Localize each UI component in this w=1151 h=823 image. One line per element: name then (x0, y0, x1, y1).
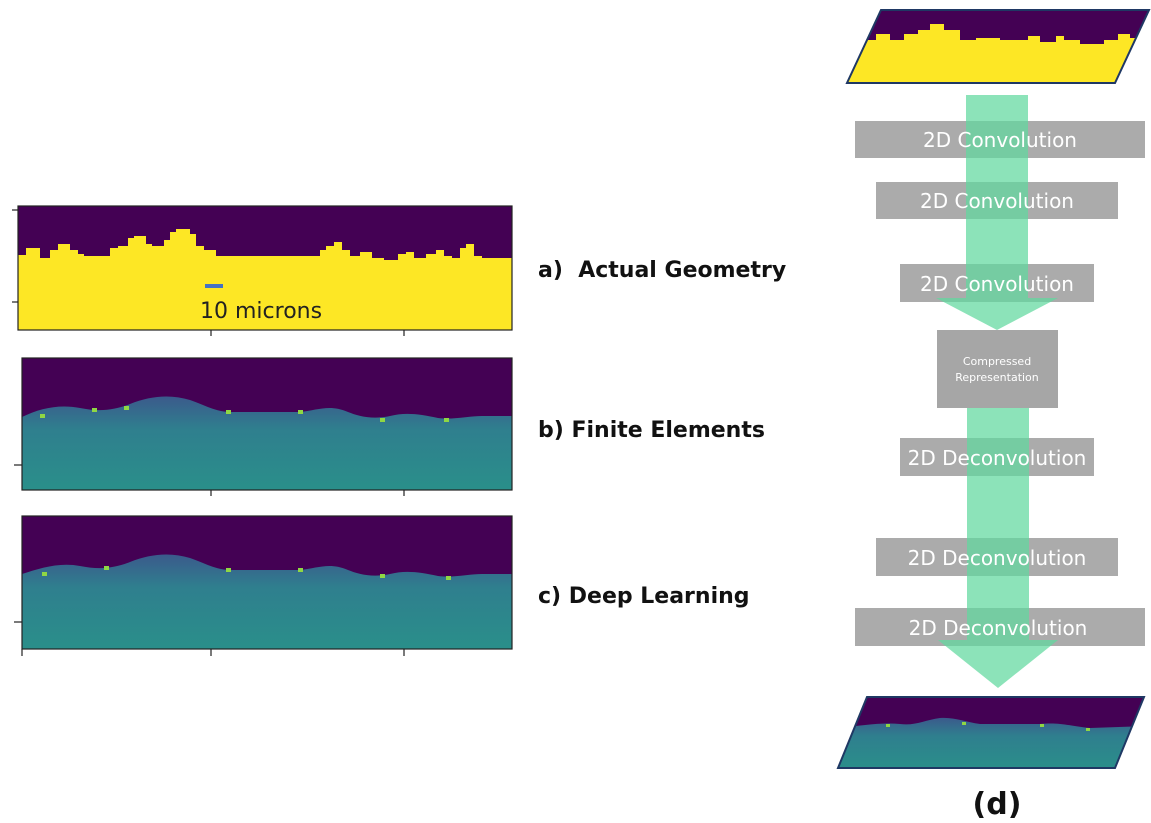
panel-finite-elements: b) Finite Elements (14, 357, 765, 496)
stress-hotspots (40, 406, 449, 422)
panel-deep-learning: c) Deep Learning (14, 515, 750, 656)
image-frame (836, 696, 1146, 769)
predicted-field (22, 554, 512, 649)
deconv-block-2-label: 2D Deconvolution (908, 546, 1087, 570)
network-pipeline: 2D Convolution 2D Convolution 2D Convolu… (836, 9, 1151, 822)
scale-bar (205, 284, 223, 288)
scale-bar-label: 10 microns (200, 299, 322, 324)
stress-field (22, 396, 512, 490)
output-field-image (836, 696, 1146, 769)
deconv-block-3-label: 2D Deconvolution (909, 616, 1088, 640)
conv-block-1-label: 2D Convolution (923, 128, 1077, 152)
panel-a-label: a) Actual Geometry (538, 258, 786, 283)
compressed-representation-block (937, 330, 1058, 408)
conv-block-2-label: 2D Convolution (920, 189, 1074, 213)
geometry-profile (18, 229, 512, 330)
figure-label-d: (d) (973, 787, 1022, 822)
encoder-arrow (936, 95, 1058, 330)
panel-actual-geometry: 10 microns a) Actual Geometry (12, 205, 786, 336)
image-frame (845, 9, 1151, 84)
plot-frame (21, 357, 513, 491)
compressed-label-line-2: Representation (955, 371, 1039, 384)
predicted-hotspots (42, 566, 451, 580)
panel-b-label: b) Finite Elements (538, 418, 765, 443)
compressed-label-line-1: Compressed (963, 355, 1031, 368)
plot-frame (21, 515, 513, 650)
decoder-arrow (938, 408, 1058, 688)
input-geometry-image (845, 9, 1151, 84)
conv-block-3-label: 2D Convolution (920, 272, 1074, 296)
panel-c-label: c) Deep Learning (538, 584, 750, 609)
deconv-block-1-label: 2D Deconvolution (908, 446, 1087, 470)
plot-frame (17, 205, 513, 331)
